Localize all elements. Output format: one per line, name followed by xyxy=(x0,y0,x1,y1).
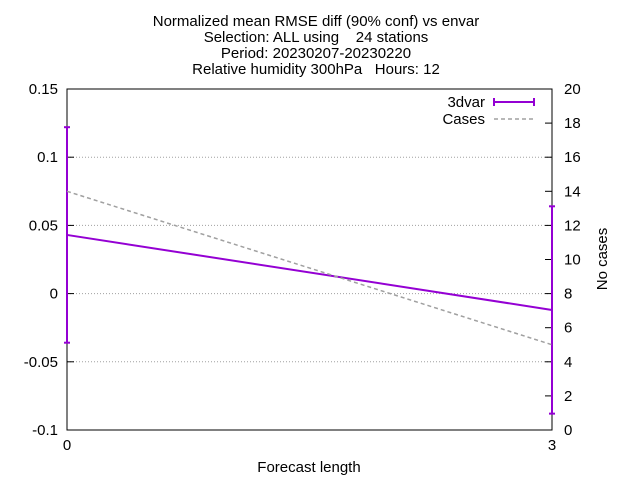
chart-title: Normalized mean RMSE diff (90% conf) vs … xyxy=(153,13,480,78)
title-line-4: Relative humidity 300hPa Hours: 12 xyxy=(192,61,440,78)
legend-label-cases: Cases xyxy=(442,111,485,128)
y-tick-label: -0.05 xyxy=(24,354,58,371)
title-line-1: Normalized mean RMSE diff (90% conf) vs … xyxy=(153,13,480,30)
title-line-2: Selection: ALL using 24 stations xyxy=(204,29,429,46)
y2-tick-label: 18 xyxy=(564,115,581,132)
y2-tick-label: 4 xyxy=(564,354,572,371)
y-tick-label: 0.15 xyxy=(29,81,58,98)
series-line-cases xyxy=(66,190,553,346)
y2-axis-label: No cases xyxy=(594,228,611,291)
legend-label-3dvar: 3dvar xyxy=(447,94,485,111)
y2-tick-label: 16 xyxy=(564,149,581,166)
y2-tick-label: 12 xyxy=(564,217,581,234)
x-axis-label: Forecast length xyxy=(257,459,360,476)
y2-tick-label: 8 xyxy=(564,286,572,303)
grid-lines xyxy=(67,156,552,363)
y2-axis-ticks: 0 2 4 6 8 10 12 14 16 18 20 xyxy=(545,81,581,439)
y2-tick-label: 6 xyxy=(564,320,572,337)
y-tick-label: 0 xyxy=(50,286,58,303)
y-tick-label: 0.05 xyxy=(29,217,58,234)
y2-tick-label: 2 xyxy=(564,388,572,405)
y2-tick-label: 0 xyxy=(564,422,572,439)
y2-tick-label: 10 xyxy=(564,252,581,269)
y2-tick-label: 14 xyxy=(564,183,581,200)
y-tick-label: -0.1 xyxy=(32,422,58,439)
series-layer xyxy=(64,126,555,415)
title-line-3: Period: 20230207-20230220 xyxy=(221,45,411,62)
y2-tick-label: 20 xyxy=(564,81,581,98)
x-tick-label: 3 xyxy=(548,437,556,454)
x-tick-label: 0 xyxy=(63,437,71,454)
plot-frame xyxy=(66,88,553,431)
y-tick-label: 0.1 xyxy=(37,149,58,166)
series-line-3dvar xyxy=(66,233,553,311)
